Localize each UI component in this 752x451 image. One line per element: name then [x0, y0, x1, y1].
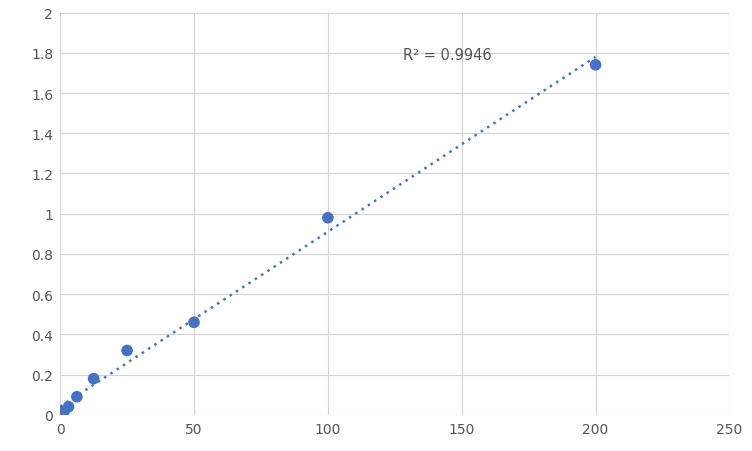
- Point: [590, 62, 602, 69]
- Point: [87, 375, 99, 382]
- Point: [121, 347, 133, 354]
- Text: R² = 0.9946: R² = 0.9946: [403, 48, 492, 63]
- Point: [54, 411, 66, 418]
- Point: [59, 407, 71, 414]
- Point: [62, 403, 74, 410]
- Point: [322, 215, 334, 222]
- Point: [188, 319, 200, 326]
- Point: [71, 393, 83, 400]
